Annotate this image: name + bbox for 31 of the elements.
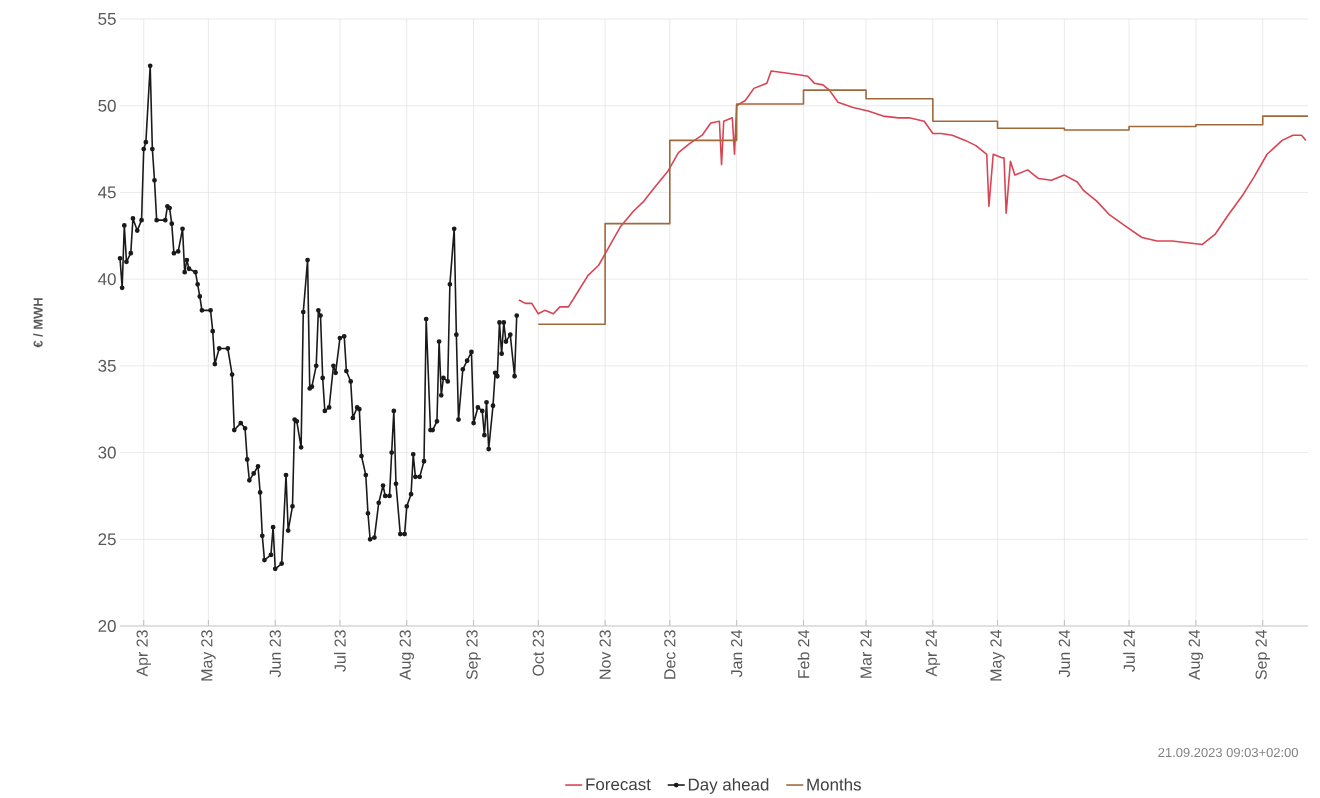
legend-label: Months — [807, 778, 861, 791]
x-tick-label: Apr 23 — [136, 630, 151, 677]
y-tick-label: 35 — [98, 359, 116, 372]
legend-label: Forecast — [586, 778, 651, 791]
text: 21.09.2023 09:03+02:00 — [1158, 747, 1299, 758]
x-tick-label: Dec 23 — [664, 630, 676, 679]
y-tick-label: 45 — [98, 186, 116, 199]
y-tick-label: 55 — [98, 13, 116, 25]
x-tick-label: Nov 23 — [599, 630, 611, 679]
x-tick-label: Oct 23 — [532, 630, 544, 676]
x-tick-label: Jan 24 — [731, 630, 743, 678]
y-tick-label: 40 — [98, 273, 116, 286]
y-tick-label: 20 — [98, 620, 116, 632]
x-tick-label: Jun 23 — [269, 630, 281, 678]
y-axis-title: € / MWH — [33, 298, 43, 348]
y-tick-label: 25 — [98, 533, 116, 546]
x-tick-label: Jul 24 — [1123, 630, 1135, 672]
x-tick-label: Aug 23 — [399, 630, 414, 681]
y-tick-label: 30 — [98, 446, 116, 459]
y-tick-label: 50 — [98, 99, 116, 112]
x-tick-label: May 23 — [201, 630, 216, 681]
x-tick-label: Aug 24 — [1188, 630, 1204, 681]
x-tick-label: Jun 24 — [1058, 630, 1071, 678]
x-tick-label: Sep 23 — [466, 630, 481, 680]
x-tick-label: Jul 23 — [334, 630, 346, 672]
x-tick-label: May 24 — [990, 630, 1005, 681]
legend-label: Day ahead — [688, 778, 769, 794]
x-tick-label: Feb 24 — [797, 630, 810, 678]
x-tick-label: Apr 24 — [925, 630, 941, 677]
x-tick-label: Sep 24 — [1255, 630, 1270, 680]
x-tick-label: Mar 24 — [860, 630, 872, 678]
